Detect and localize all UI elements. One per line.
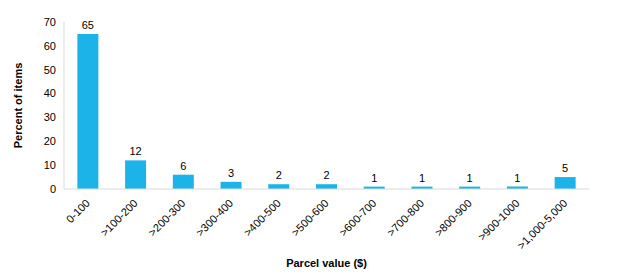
svg-text:>1,000-5,000: >1,000-5,000 [515,197,570,252]
svg-text:2: 2 [276,169,282,181]
svg-text:>800-900: >800-900 [432,197,474,239]
svg-text:60: 60 [44,40,56,52]
svg-text:Parcel value ($): Parcel value ($) [286,257,367,269]
svg-text:>400-500: >400-500 [241,197,283,239]
svg-text:10: 10 [44,159,56,171]
svg-text:65: 65 [82,19,94,31]
svg-text:5: 5 [562,162,568,174]
svg-text:>600-700: >600-700 [337,197,379,239]
svg-text:3: 3 [228,167,234,179]
svg-text:1: 1 [467,172,473,184]
svg-text:12: 12 [129,145,141,157]
svg-text:>300-400: >300-400 [194,197,236,239]
svg-text:50: 50 [44,64,56,76]
svg-text:>500-600: >500-600 [289,197,331,239]
svg-text:40: 40 [44,87,56,99]
svg-text:2: 2 [323,169,329,181]
svg-text:Percent of items: Percent of items [12,63,24,149]
svg-text:6: 6 [180,160,186,172]
svg-text:>100-200: >100-200 [98,197,140,239]
svg-text:0: 0 [50,183,56,195]
svg-text:70: 70 [44,16,56,28]
svg-text:0-100: 0-100 [64,197,92,225]
svg-text:>700-800: >700-800 [385,197,427,239]
svg-text:>200-300: >200-300 [146,197,188,239]
svg-text:1: 1 [514,172,520,184]
svg-text:>900-1000: >900-1000 [476,197,522,243]
svg-text:30: 30 [44,111,56,123]
svg-text:20: 20 [44,135,56,147]
svg-text:1: 1 [419,172,425,184]
svg-text:1: 1 [371,172,377,184]
